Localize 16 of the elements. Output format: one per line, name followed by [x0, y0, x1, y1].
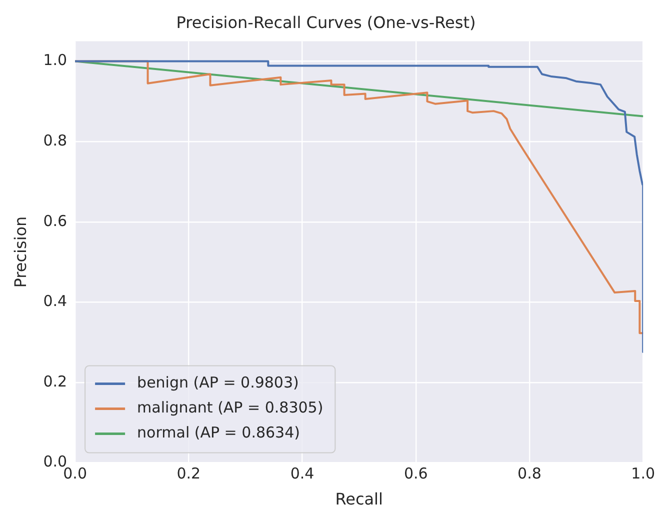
x-tick-label: 0.8 [518, 464, 542, 483]
y-tick-label: 1.0 [43, 51, 68, 70]
legend-label: normal (AP = 0.8634) [137, 424, 300, 442]
legend-label: malignant (AP = 0.8305) [137, 398, 324, 417]
x-tick-label: 1.0 [631, 464, 655, 483]
chart-title: Precision-Recall Curves (One-vs-Rest) [176, 12, 476, 32]
y-axis-title: Precision [10, 216, 30, 288]
y-tick-label: 0.6 [43, 212, 68, 230]
legend-label: benign (AP = 0.9803) [137, 374, 299, 392]
y-tick-label: 0.8 [43, 131, 68, 150]
y-tick-label: 0.4 [43, 292, 68, 310]
x-tick-label: 0.4 [290, 464, 314, 483]
x-tick-label: 0.6 [404, 464, 428, 483]
x-axis-title: Recall [335, 490, 383, 509]
x-tick-label: 0.2 [176, 464, 201, 483]
y-tick-label: 0.2 [43, 372, 68, 390]
